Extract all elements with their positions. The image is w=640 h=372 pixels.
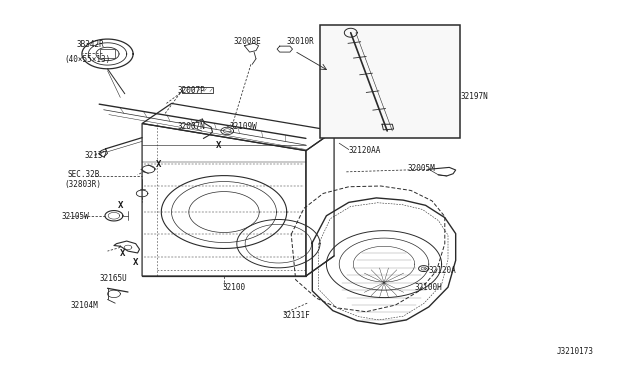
Text: 32008E: 32008E — [234, 37, 261, 46]
Text: 32010R: 32010R — [287, 37, 314, 46]
Text: X: X — [216, 141, 221, 150]
Text: 32131F: 32131F — [283, 311, 310, 320]
Text: 32165U: 32165U — [99, 274, 127, 283]
Text: J3210173: J3210173 — [557, 347, 594, 356]
Bar — [182, 87, 213, 93]
Text: (32803R): (32803R) — [64, 180, 101, 189]
Text: 32100H: 32100H — [415, 283, 442, 292]
Text: 32005M: 32005M — [407, 164, 435, 173]
Text: 32007P: 32007P — [178, 86, 205, 94]
Text: X: X — [120, 249, 125, 258]
Bar — [320, 25, 460, 138]
Text: X: X — [133, 258, 138, 267]
Text: SEC.32B: SEC.32B — [67, 170, 100, 179]
Text: 32197N: 32197N — [461, 92, 488, 101]
Text: 32120AA: 32120AA — [349, 146, 381, 155]
Text: 32007N: 32007N — [178, 122, 205, 131]
Text: 32104M: 32104M — [70, 301, 98, 310]
Text: 32109W: 32109W — [229, 122, 257, 131]
Text: 32120A: 32120A — [429, 266, 456, 275]
Text: 32137: 32137 — [84, 151, 108, 160]
Text: X: X — [118, 201, 123, 210]
Text: 32105W: 32105W — [61, 212, 89, 221]
Text: (40×55×13): (40×55×13) — [64, 55, 110, 64]
Text: 32100: 32100 — [223, 283, 246, 292]
Text: 3B342R: 3B342R — [77, 40, 104, 49]
Text: X: X — [156, 160, 161, 169]
